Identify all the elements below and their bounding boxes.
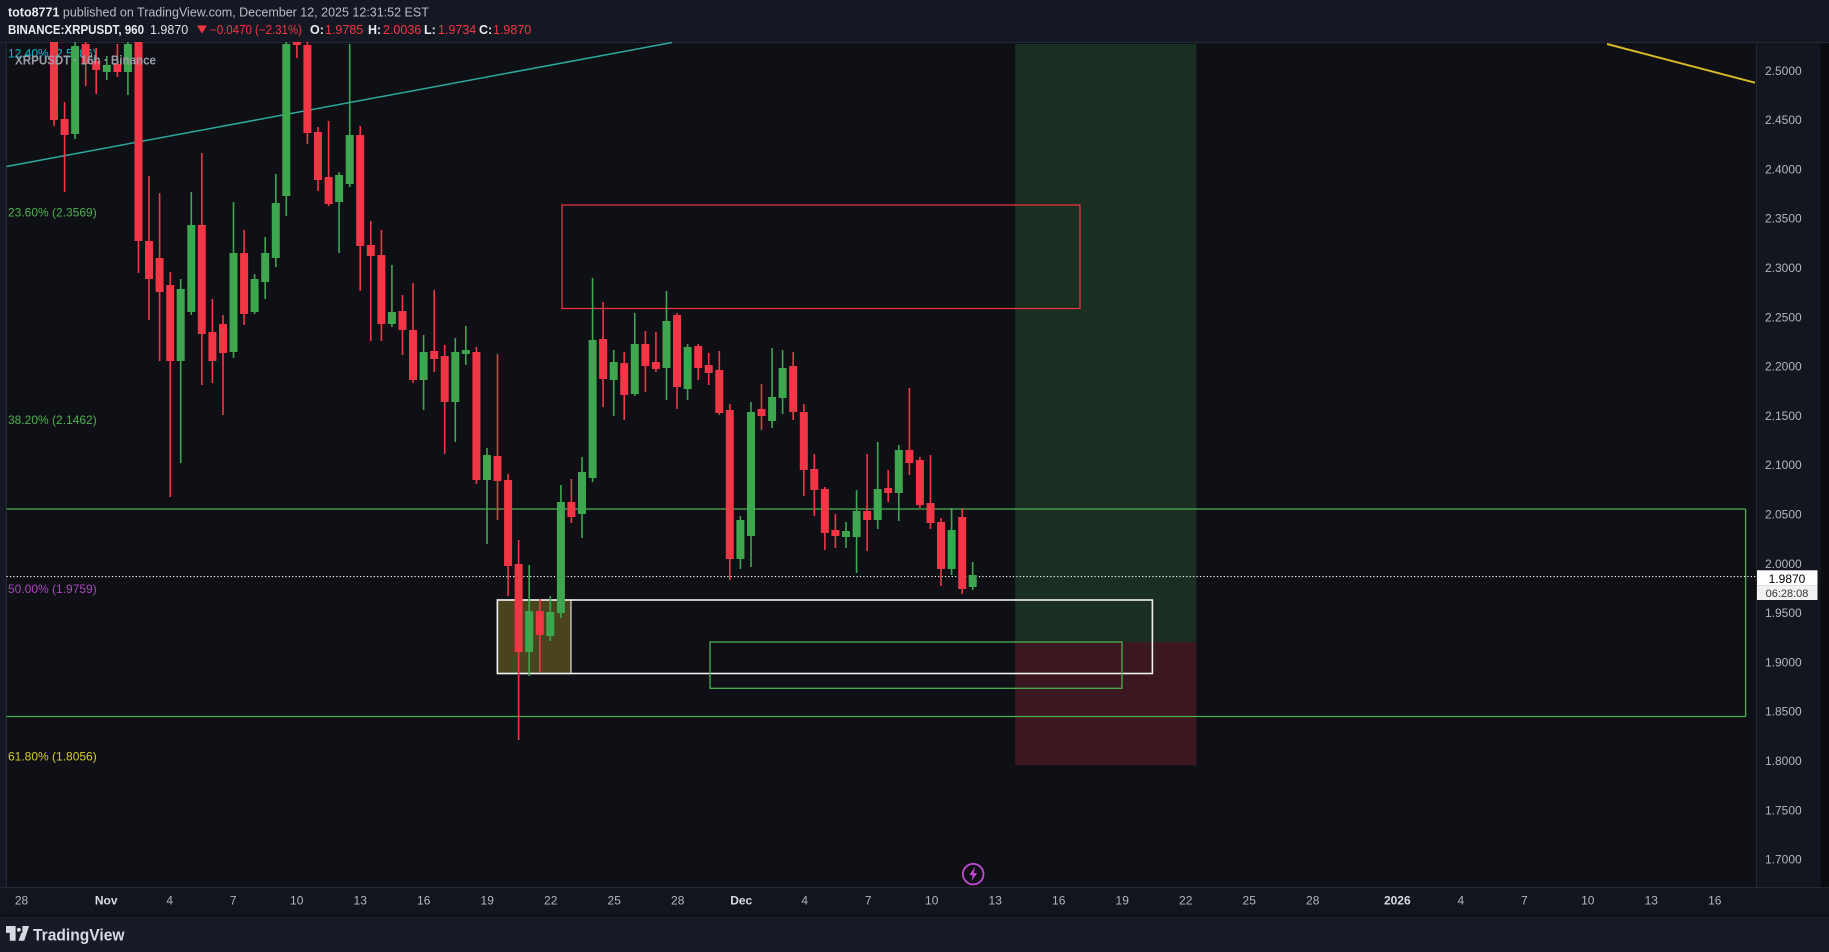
svg-text:13: 13 [354,894,368,908]
svg-text:7: 7 [865,894,872,908]
svg-text:2.1000: 2.1000 [1765,458,1802,472]
svg-text:1.7000: 1.7000 [1765,853,1802,867]
svg-text:2.4500: 2.4500 [1765,113,1802,127]
svg-text:23.60% (2.3569): 23.60% (2.3569) [8,206,97,220]
svg-text:XRPUSDT · 16h · Binance: XRPUSDT · 16h · Binance [15,52,156,67]
svg-text:1.9500: 1.9500 [1765,606,1802,620]
svg-text:1.9000: 1.9000 [1765,655,1802,669]
svg-text:TradingView: TradingView [33,926,125,945]
svg-text:13: 13 [1645,894,1659,908]
svg-text:22: 22 [544,894,558,908]
svg-text:H:: H: [368,23,381,37]
svg-text:4: 4 [166,894,173,908]
svg-text:C:: C: [479,23,492,37]
svg-text:16: 16 [1708,894,1722,908]
svg-text:2026: 2026 [1384,894,1411,908]
svg-text:28: 28 [671,894,685,908]
svg-text:38.20% (2.1462): 38.20% (2.1462) [8,413,97,427]
svg-text:25: 25 [1243,894,1257,908]
svg-text:toto8771 published on TradingV: toto8771 published on TradingView.com, D… [8,6,429,20]
svg-text:2.2500: 2.2500 [1765,310,1802,324]
svg-text:7: 7 [230,894,237,908]
svg-text:61.80% (1.8056): 61.80% (1.8056) [8,750,97,764]
svg-text:Nov: Nov [95,894,118,908]
svg-text:2.5000: 2.5000 [1765,64,1802,78]
svg-text:2.0036: 2.0036 [383,23,421,37]
svg-text:1.7500: 1.7500 [1765,803,1802,817]
svg-text:O:: O: [310,23,324,37]
svg-text:1.9870: 1.9870 [1769,572,1806,586]
svg-text:50.00% (1.9759): 50.00% (1.9759) [8,582,97,596]
svg-text:28: 28 [1306,894,1320,908]
svg-text:L:: L: [424,23,436,37]
svg-text:19: 19 [1116,894,1130,908]
svg-text:16: 16 [417,894,431,908]
svg-text:2.2000: 2.2000 [1765,360,1802,374]
svg-text:25: 25 [608,894,622,908]
svg-text:1.8000: 1.8000 [1765,754,1802,768]
svg-text:16: 16 [1052,894,1066,908]
svg-text:2.0000: 2.0000 [1765,557,1802,571]
svg-text:BINANCE:XRPUSDT, 960: BINANCE:XRPUSDT, 960 [8,23,144,37]
svg-text:19: 19 [481,894,495,908]
svg-text:7: 7 [1521,894,1528,908]
svg-text:Dec: Dec [730,894,752,908]
svg-text:06:28:08: 06:28:08 [1766,588,1809,600]
svg-text:1.9870: 1.9870 [493,23,531,37]
svg-text:2.1500: 2.1500 [1765,409,1802,423]
svg-text:4: 4 [1457,894,1464,908]
svg-text:10: 10 [290,894,304,908]
svg-text:2.4000: 2.4000 [1765,162,1802,176]
svg-text:28: 28 [15,894,29,908]
svg-text:2.0500: 2.0500 [1765,508,1802,522]
svg-text:1.9870: 1.9870 [150,23,188,37]
svg-text:4: 4 [801,894,808,908]
svg-text:10: 10 [925,894,939,908]
svg-text:22: 22 [1179,894,1193,908]
svg-text:1.8500: 1.8500 [1765,705,1802,719]
svg-text:10: 10 [1581,894,1595,908]
svg-text:−0.0470 (−2.31%): −0.0470 (−2.31%) [210,23,302,37]
svg-text:1.9734: 1.9734 [438,23,476,37]
svg-text:1.9785: 1.9785 [325,23,363,37]
svg-text:2.3000: 2.3000 [1765,261,1802,275]
svg-text:13: 13 [989,894,1003,908]
svg-text:2.3500: 2.3500 [1765,212,1802,226]
